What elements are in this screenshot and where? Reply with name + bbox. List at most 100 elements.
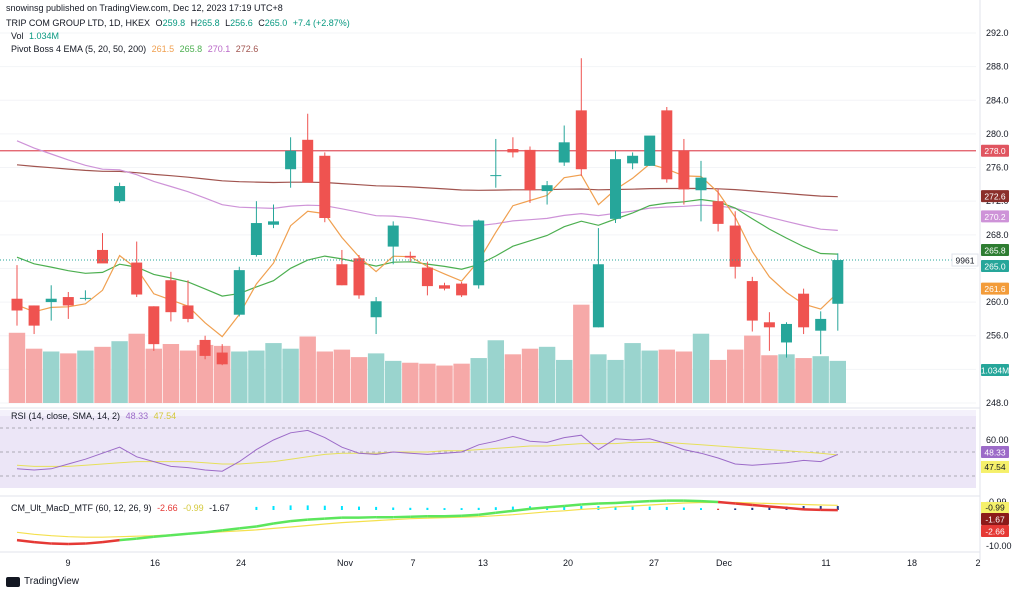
volume-bar	[795, 358, 812, 403]
candle-body	[97, 249, 108, 264]
candle-body	[165, 280, 177, 313]
rsi-tick-label: 60.00	[986, 435, 1009, 445]
macd-histogram-bar	[665, 506, 668, 510]
badge-horizontal-line: 278.0	[984, 146, 1006, 156]
macd-histogram-bar	[460, 508, 463, 510]
ema50-value: 270.1	[207, 44, 231, 54]
candle-body	[763, 322, 775, 328]
macd-histogram-bar	[700, 508, 702, 510]
macd-line-segment	[33, 540, 52, 545]
volume-bar	[231, 351, 248, 403]
macd-histogram-bar	[580, 506, 583, 510]
volume-bar	[248, 350, 265, 403]
candle-body	[712, 201, 724, 224]
badge-ema5: 261.6	[984, 284, 1006, 294]
macd-histogram-bar	[768, 507, 771, 510]
macd-line-segment	[717, 500, 736, 505]
macd-line-segment	[222, 527, 240, 532]
volume-bar	[94, 346, 111, 403]
macd-histogram-bar	[717, 508, 720, 510]
rsi-label: RSI (14, close, SMA, 14, 2)	[11, 411, 121, 421]
macd-histogram-bar	[802, 506, 805, 510]
volume-bar	[607, 359, 624, 403]
badge-volume: 1.034M	[981, 366, 1009, 376]
macd-histogram-bar	[648, 506, 651, 510]
macd-histogram-bar	[340, 506, 343, 510]
badge-macd-signal-bg	[981, 513, 1009, 525]
candle-body	[421, 267, 433, 287]
badge-countdown: 9961	[956, 256, 975, 266]
published-line: snowinsg published on TradingView.com, D…	[6, 3, 283, 13]
macd-line-segment	[273, 519, 291, 525]
candle-body	[592, 264, 604, 328]
macd-histogram-bar	[631, 506, 634, 510]
badge-last-price-bg	[981, 260, 1009, 273]
macd-line-segment	[615, 500, 633, 505]
candle-body	[524, 149, 536, 191]
macd-histogram-bar	[511, 506, 514, 510]
time-tick-label: 7	[410, 558, 415, 568]
ema20-value: 265.8	[179, 44, 203, 54]
open-label: O	[155, 18, 163, 28]
macd-line-segment	[153, 534, 172, 538]
candle-body	[114, 186, 126, 202]
badge-ema200: 272.6	[984, 192, 1006, 202]
candle-body	[216, 352, 228, 365]
candle-body	[439, 285, 450, 289]
volume-bar	[487, 340, 504, 403]
symbol-name: TRIP COM GROUP LTD, 1D, HKEX	[6, 18, 151, 28]
badge-volume-bg	[981, 364, 1009, 376]
macd-histogram-bar	[682, 507, 685, 510]
volume-bar	[538, 346, 556, 403]
volume-bar	[692, 333, 710, 403]
close-label: C	[258, 18, 265, 28]
volume-bar	[179, 350, 197, 403]
candle-body	[233, 270, 245, 315]
badge-horizontal-line-bg	[981, 144, 1009, 157]
candle-body	[815, 318, 827, 331]
macd-line-segment	[512, 507, 531, 513]
tradingview-logo[interactable]: TradingView	[6, 576, 79, 587]
candle-body	[678, 150, 690, 190]
volume-bar	[350, 357, 368, 403]
time-tick-label: 11	[821, 558, 830, 568]
badge-macd-bg	[981, 525, 1009, 537]
macd-line-segment	[187, 531, 206, 536]
volume-bar	[367, 353, 385, 403]
volume-bar	[436, 365, 453, 403]
high-value: 265.8	[197, 18, 220, 28]
macd-line-segment	[581, 502, 599, 506]
volume-bar	[333, 349, 351, 403]
macd-line-segment	[136, 535, 154, 540]
volume-bar	[385, 360, 402, 403]
candle-body	[558, 142, 570, 163]
candle-body	[627, 155, 639, 164]
candle-body	[541, 185, 553, 192]
price-tick-label: 292.0	[986, 28, 1009, 38]
macd-line-segment	[102, 538, 120, 544]
candle-body	[131, 262, 143, 295]
macd-histogram-bar	[494, 507, 497, 510]
macd-value: -2.66	[157, 503, 178, 513]
candle-body	[610, 159, 621, 219]
candle-body	[62, 297, 74, 306]
ema-label: Pivot Boss 4 EMA (5, 20, 50, 200)	[11, 44, 147, 54]
ema5-value: 261.5	[151, 44, 175, 54]
time-tick-label: 9	[65, 558, 70, 568]
rsi-value: 48.33	[125, 411, 149, 421]
macd-line-segment	[307, 517, 325, 521]
candle-body	[302, 139, 314, 183]
macd-label: CM_Ult_MacD_MTF (60, 12, 26, 9)	[11, 503, 152, 513]
badge-rsi-sma-bg	[981, 460, 1009, 473]
badge-ema20-bg	[981, 243, 1009, 256]
candle-body	[199, 339, 211, 356]
macd-histogram-bar	[734, 508, 737, 510]
volume-bar	[128, 333, 145, 403]
ema200-value: 272.6	[235, 44, 259, 54]
candle-body	[182, 305, 194, 319]
volume-bar	[111, 341, 128, 403]
macd-line-segment	[239, 525, 257, 530]
macd-tick-label: -10.00	[986, 541, 1012, 551]
candle-body	[285, 150, 297, 170]
candle-body	[79, 297, 91, 299]
